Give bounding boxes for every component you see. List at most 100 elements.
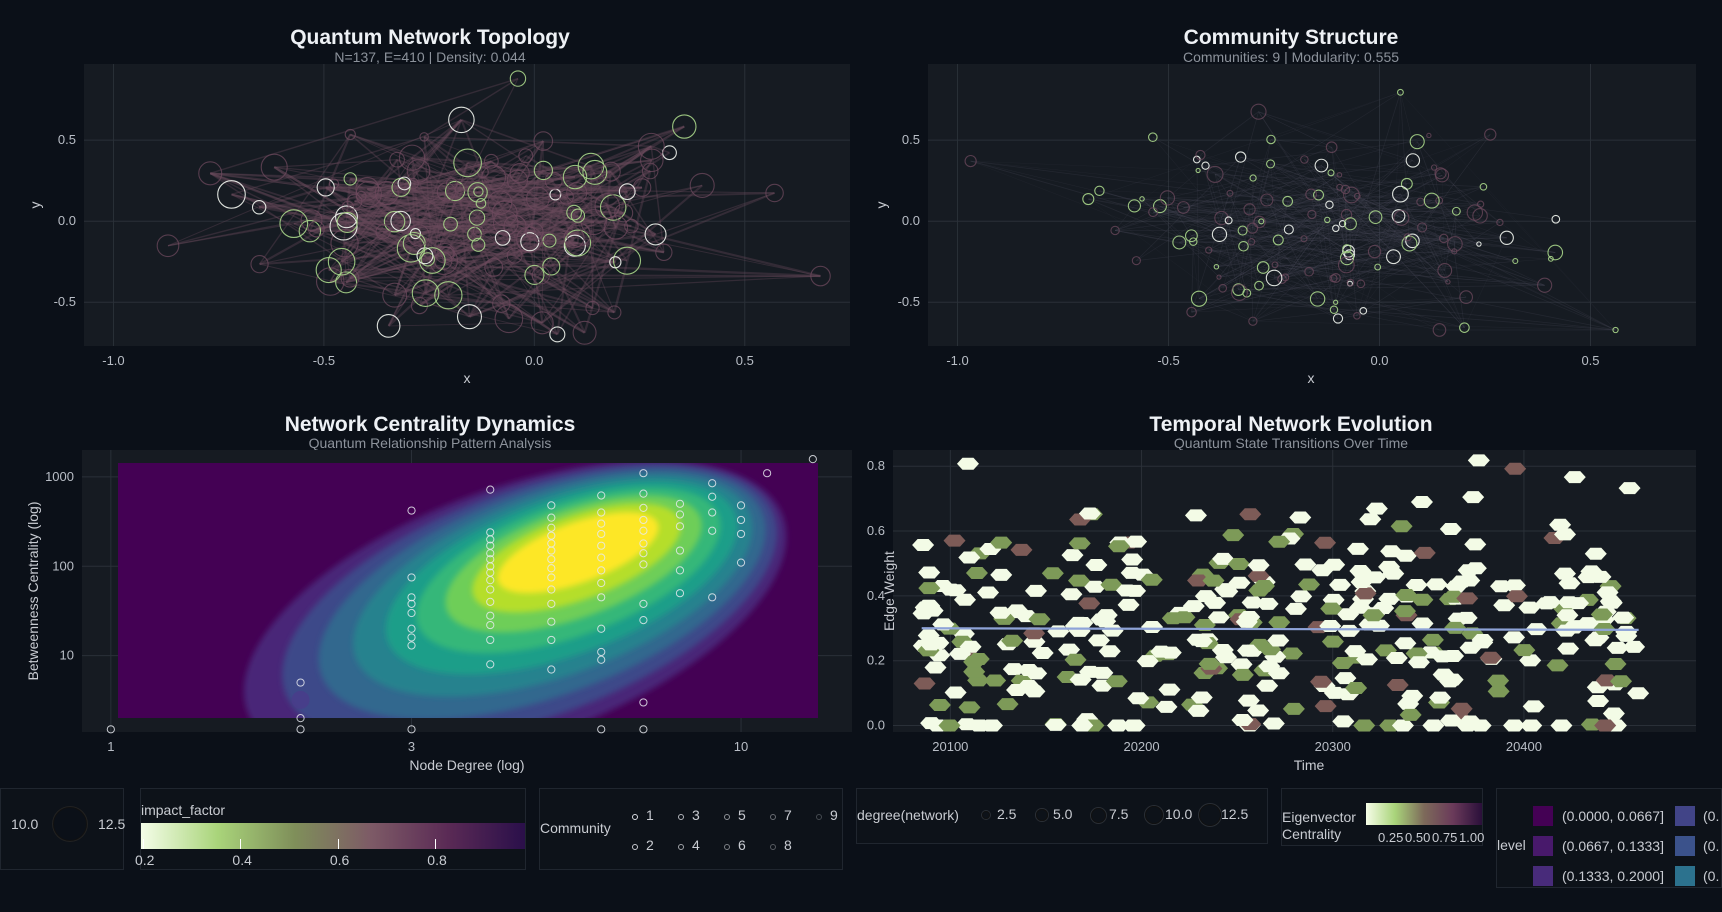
topo-edge (606, 171, 612, 206)
temporal-hex (1432, 668, 1455, 681)
comm-edge (1321, 165, 1445, 271)
topo-edge (575, 192, 628, 262)
comm-node (1189, 237, 1198, 246)
topo-edge (259, 134, 351, 265)
community-legend-dot (632, 814, 638, 820)
topo-edge (423, 136, 575, 239)
topo-node (563, 234, 586, 257)
temporal-xlabel: Time (1294, 757, 1325, 773)
comm-edge (1214, 174, 1378, 268)
comm-node (1435, 168, 1450, 183)
comm-node (1451, 206, 1461, 216)
comm-node (1393, 209, 1410, 226)
comm-node (1551, 214, 1561, 224)
temporal-hex (1350, 576, 1373, 589)
topo-node (471, 237, 486, 252)
topo-edge (424, 136, 652, 148)
topo-edge (349, 223, 451, 279)
comm-edge (1339, 187, 1402, 219)
comm-edge (1115, 230, 1194, 242)
topo-edge (414, 242, 515, 257)
topo-node (506, 247, 523, 264)
topo-edge (423, 136, 558, 335)
comm-edge (1153, 200, 1440, 213)
topo-edge (415, 196, 567, 235)
level-legend-swatch (1533, 836, 1553, 856)
centrality-point (407, 633, 416, 642)
temporal-hex (1334, 672, 1357, 685)
topo-node (429, 246, 459, 276)
topo-node (558, 189, 574, 205)
comm-edge (1350, 215, 1481, 283)
comm-edge (1327, 215, 1399, 221)
cent-x-tick-label: 3 (408, 739, 415, 754)
comm-edge (1179, 216, 1376, 243)
topo-node (618, 183, 636, 201)
centrality-point (675, 510, 685, 519)
temporal-hex (1310, 675, 1333, 688)
comm-edge (1335, 238, 1444, 303)
topo-edge (478, 233, 579, 246)
topo-edge (394, 258, 429, 296)
comm-edge (1303, 228, 1336, 240)
centrality-point (597, 519, 606, 528)
comm-edge (1229, 189, 1346, 194)
temporal-hex (1058, 643, 1081, 656)
temporal-hex (1618, 482, 1641, 495)
comm-edge (970, 160, 1252, 243)
comm-edge (1273, 277, 1339, 319)
topo-edge (400, 190, 456, 222)
topo-edge (231, 136, 425, 196)
centrality-point (639, 549, 648, 558)
temporal-hex (1479, 651, 1502, 664)
comm-edge (1229, 159, 1413, 194)
centrality-point (708, 492, 717, 501)
temporal-hex (1518, 601, 1541, 614)
comm-node (1434, 167, 1447, 180)
comm-node (1082, 193, 1095, 206)
topo-node (570, 208, 586, 223)
comm-edge (1141, 198, 1335, 310)
comm-node (1417, 222, 1428, 233)
comm-edge (1153, 211, 1448, 283)
topo-node (300, 209, 323, 232)
topo-edge (328, 119, 462, 271)
impact-tick-mark (435, 839, 437, 849)
topo-node (468, 209, 486, 226)
comm-edge (1321, 165, 1410, 244)
topo-edge (344, 180, 554, 244)
topo-node (549, 326, 566, 343)
temporal-hex (1231, 668, 1254, 681)
comm-edge (1331, 147, 1347, 215)
temp-y-tick-label: 0.2 (867, 653, 885, 668)
temporal-hex (1267, 667, 1290, 680)
comm-edge (1438, 200, 1480, 245)
topo-edge (343, 225, 448, 254)
degree-legend: degree(network) 2.5 5.0 7.5 10.0 12.5 (856, 788, 1268, 844)
topo-node (279, 209, 309, 239)
topology-subtitle: N=137, E=410 | Density: 0.044 (334, 49, 526, 65)
topo-edge (404, 179, 518, 185)
topo-node (156, 234, 180, 258)
topo-node (411, 279, 440, 307)
comm-edge (1115, 193, 1401, 231)
comm-edge (1327, 214, 1347, 221)
temporal-hex (1556, 609, 1579, 622)
topo-edge (346, 216, 479, 233)
eigen-legend: Eigenvector Centrality 0.25 0.50 0.75 1.00 (1281, 788, 1484, 846)
temp-y-tick-label: 0.0 (867, 718, 885, 733)
topo-edge (329, 159, 398, 282)
comm-edge (1214, 174, 1248, 294)
temporal-hex (1284, 602, 1307, 615)
temporal-hex (1060, 588, 1083, 601)
community-legend-dot (770, 844, 776, 850)
comm-edge (1183, 135, 1429, 208)
temporal-hex (1425, 578, 1448, 591)
topo-edge (590, 166, 594, 308)
centrality-point (639, 489, 648, 498)
topo-edge (613, 170, 652, 313)
topo-edge (346, 216, 515, 257)
topo-edge (423, 136, 520, 174)
comm-edge (1363, 141, 1418, 311)
comm-edge (1183, 207, 1413, 242)
